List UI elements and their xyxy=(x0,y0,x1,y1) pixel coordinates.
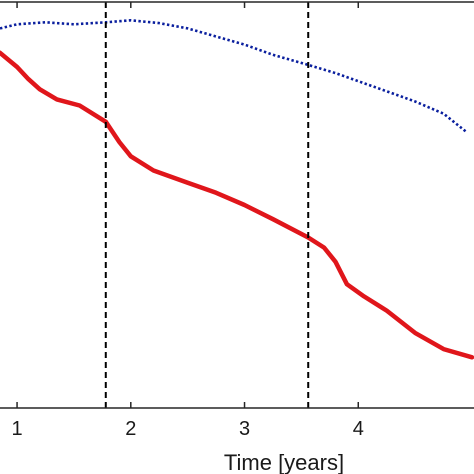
series-dotted-line xyxy=(0,18,468,133)
plot-lines xyxy=(0,18,474,360)
series-solid-line xyxy=(0,50,474,360)
axes xyxy=(0,1,474,409)
x-tick-label: 2 xyxy=(125,418,136,440)
vertical-markers xyxy=(104,2,310,408)
x-tick-label: 3 xyxy=(239,418,250,440)
x-tick-label: 4 xyxy=(353,418,364,440)
x-axis-label: Time [years] xyxy=(224,450,344,474)
x-ticks: 1 2 3 4 xyxy=(11,2,364,440)
x-tick-label: 1 xyxy=(11,418,22,440)
